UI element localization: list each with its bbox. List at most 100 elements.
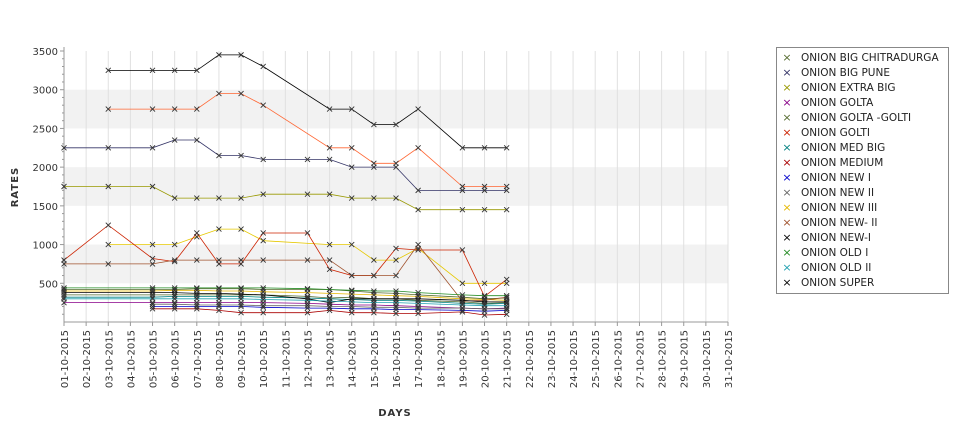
series-line (149, 301, 510, 312)
series-lines (61, 52, 510, 318)
data-point (503, 302, 510, 309)
data-point (481, 183, 488, 190)
data-point (193, 295, 200, 302)
data-point (193, 257, 200, 263)
x-tick-label: 02-10-2015 (82, 330, 93, 388)
legend-marker-icon: × (782, 111, 792, 124)
data-point (348, 306, 355, 312)
y-tick-label: 1000 (33, 241, 58, 252)
data-point (216, 285, 222, 292)
data-point (260, 102, 267, 109)
data-point (105, 261, 112, 267)
data-point (216, 152, 222, 159)
data-point (459, 307, 466, 314)
data-point (304, 230, 311, 236)
data-point (459, 183, 466, 190)
data-point (415, 305, 421, 311)
data-point (260, 294, 267, 301)
data-point (371, 299, 377, 306)
data-point (238, 285, 244, 292)
legend-item: × ONION NEW III (777, 200, 948, 215)
x-tick-label: 09-10-2015 (237, 330, 248, 388)
x-tick-label: 28-10-2015 (658, 330, 669, 388)
legend-marker-icon: × (782, 216, 792, 229)
series-path (64, 289, 507, 301)
x-tick-label: 30-10-2015 (702, 330, 713, 388)
data-point (393, 304, 399, 311)
series-path (64, 295, 507, 305)
legend-label: ONION SUPER (801, 276, 875, 289)
x-tick-label: 29-10-2015 (680, 330, 691, 388)
data-point (193, 285, 200, 291)
data-point (61, 285, 67, 291)
x-tick-label: 27-10-2015 (635, 330, 646, 388)
data-point (326, 191, 333, 198)
x-tick-labels: 01-10-2015 02-10-2015 03-10-2015 04-10-2015… (60, 330, 735, 388)
x-tick-label: 08-10-2015 (215, 330, 226, 388)
data-point (105, 106, 112, 112)
data-point (193, 137, 200, 143)
data-point (260, 237, 267, 244)
data-point (216, 52, 222, 58)
data-point (415, 300, 421, 307)
data-point (503, 276, 510, 283)
legend-marker-icon: × (782, 156, 792, 169)
data-point (238, 285, 244, 291)
x-tick-label: 06-10-2015 (171, 330, 182, 388)
y-axis-title: RATES (10, 167, 21, 208)
legend-item: × ONION NEW I (777, 170, 948, 185)
y-tick-labels: 500 1000 1500 2000 2500 3000 3500 (33, 47, 58, 290)
legend-label: ONION EXTRA BIG (801, 81, 896, 94)
data-point (393, 160, 399, 167)
data-point (238, 90, 244, 97)
y-tick-label: 3500 (33, 47, 58, 58)
data-point (171, 285, 178, 291)
data-point (326, 298, 333, 304)
data-point (171, 67, 178, 74)
y-tick-label: 3000 (33, 86, 58, 97)
data-point (326, 266, 333, 273)
data-point (304, 191, 311, 198)
x-tick-label: 03-10-2015 (104, 330, 115, 388)
x-tick-label: 21-10-2015 (503, 330, 514, 388)
series-path (64, 294, 507, 304)
legend-item: × ONION EXTRA BIG (777, 80, 948, 95)
x-tick-label: 19-10-2015 (458, 330, 469, 388)
data-point (481, 308, 488, 314)
data-point (105, 183, 112, 190)
data-point (481, 206, 488, 213)
legend-item: × ONION NEW II (777, 185, 948, 200)
data-point (348, 164, 355, 170)
data-point (149, 301, 156, 308)
data-point (238, 257, 244, 263)
data-point (149, 289, 156, 296)
data-point (503, 144, 510, 151)
data-point (105, 222, 112, 229)
data-point (393, 272, 399, 279)
legend-marker-icon: × (782, 231, 792, 244)
data-point (304, 297, 311, 304)
data-point (149, 183, 156, 190)
data-point (393, 257, 399, 263)
legend: × ONION BIG CHITRADURGA × ONION BIG PUNE × ON… (776, 47, 949, 294)
data-point (260, 230, 267, 236)
data-point (415, 106, 421, 112)
data-point (171, 289, 178, 296)
data-point (371, 257, 377, 263)
data-point (415, 289, 421, 296)
x-tick-label: 04-10-2015 (126, 330, 137, 388)
data-point (171, 303, 178, 310)
series-line (61, 285, 510, 299)
data-point (304, 305, 311, 311)
legend-item: × ONION MED BIG (777, 140, 948, 155)
data-point (304, 309, 311, 316)
data-point (393, 245, 399, 252)
legend-label: ONION BIG CHITRADURGA (801, 51, 939, 64)
data-point (503, 183, 510, 190)
legend-item: × ONION NEW-I (777, 230, 948, 245)
data-point (260, 156, 267, 163)
data-point (348, 303, 355, 310)
data-point (503, 292, 510, 299)
data-point (149, 67, 156, 74)
